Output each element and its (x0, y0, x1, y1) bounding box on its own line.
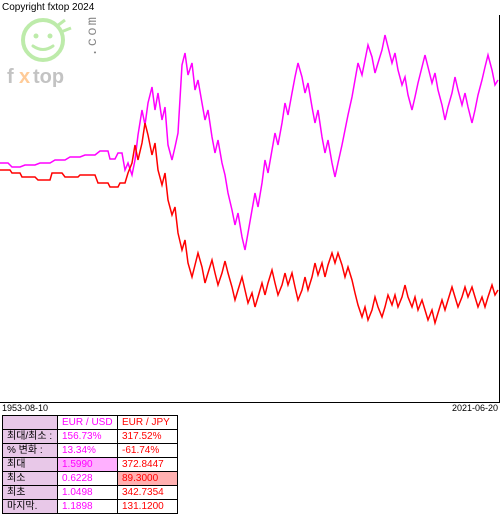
row-label: 최대/최소 : (3, 430, 58, 444)
row-jpy: -61.74% (118, 444, 178, 458)
row-jpy: 317.52% (118, 430, 178, 444)
row-label: 마지막. (3, 500, 58, 514)
chart-area (0, 15, 500, 403)
row-label: 최초 (3, 486, 58, 500)
header-usd: EUR / USD (58, 416, 118, 430)
row-usd: 0.6228 (58, 472, 118, 486)
row-label: 최소 (3, 472, 58, 486)
row-label: % 변화 : (3, 444, 58, 458)
row-usd: 1.1898 (58, 500, 118, 514)
table-row: 최대/최소 :156.73%317.52% (3, 430, 178, 444)
row-usd: 1.0498 (58, 486, 118, 500)
date-start-label: 1953-08-10 (2, 403, 48, 413)
header-jpy: EUR / JPY (118, 416, 178, 430)
table-row: 최대1.5990372.8447 (3, 458, 178, 472)
row-label: 최대 (3, 458, 58, 472)
stats-table: EUR / USD EUR / JPY 최대/최소 :156.73%317.52… (2, 415, 178, 514)
table-row: 마지막.1.1898131.1200 (3, 500, 178, 514)
chart-lines (0, 15, 500, 403)
table-row: 최초1.0498342.7354 (3, 486, 178, 500)
row-usd: 13.34% (58, 444, 118, 458)
row-jpy: 131.1200 (118, 500, 178, 514)
row-jpy: 89.3000 (118, 472, 178, 486)
row-jpy: 342.7354 (118, 486, 178, 500)
table-row: 최소0.622889.3000 (3, 472, 178, 486)
header-blank (3, 416, 58, 430)
series-line (0, 35, 498, 250)
row-usd: 1.5990 (58, 458, 118, 472)
row-jpy: 372.8447 (118, 458, 178, 472)
row-usd: 156.73% (58, 430, 118, 444)
table-row: % 변화 :13.34%-61.74% (3, 444, 178, 458)
date-end-label: 2021-06-20 (452, 403, 498, 413)
table-header-row: EUR / USD EUR / JPY (3, 416, 178, 430)
copyright-text: Copyright fxtop 2024 (2, 2, 94, 13)
